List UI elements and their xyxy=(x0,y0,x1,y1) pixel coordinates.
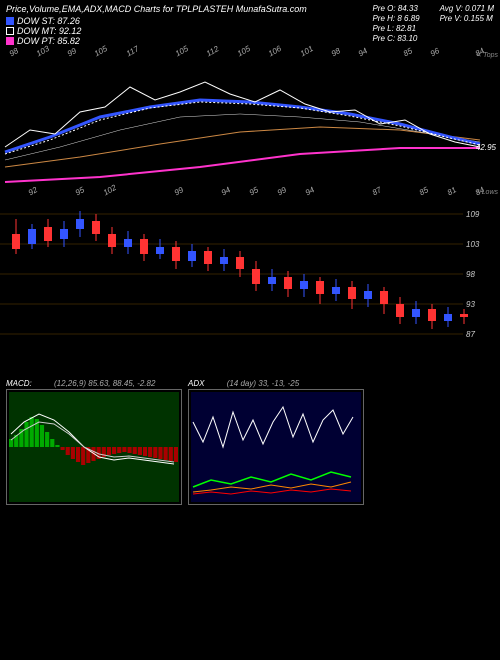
x-tick-label xyxy=(201,190,206,198)
ema-right-tag: < Tops xyxy=(477,52,498,59)
x-tick-label xyxy=(351,190,356,198)
x-tick-label xyxy=(399,190,404,198)
adx-subtitle: (14 day) 33, -13, -25 xyxy=(227,379,299,388)
stat-line: Pre C: 83.10 xyxy=(372,34,419,43)
adx-title-text: ADX xyxy=(188,379,204,388)
candle-x-labels: 9295102999495999487858184 xyxy=(0,189,500,198)
stats-col-right: Avg V: 0.071 MPre V: 0.155 M xyxy=(440,4,494,43)
legend-box-pt xyxy=(6,37,14,45)
svg-text:98: 98 xyxy=(466,270,475,279)
x-tick-label xyxy=(8,190,13,198)
macd-title: MACD: (12,26,9) 85.63, 88.45, -2.82 xyxy=(6,379,182,388)
macd-box xyxy=(6,389,182,505)
ema-last-price: 42.95 xyxy=(476,143,496,152)
svg-text:87: 87 xyxy=(466,330,475,339)
top-stats: Pre O: 84.33Pre H: 8 6.89Pre L: 82.81Pre… xyxy=(372,4,494,43)
ema-chart[interactable] xyxy=(0,52,488,187)
stat-line: Pre L: 82.81 xyxy=(372,24,419,33)
stats-col-left: Pre O: 84.33Pre H: 8 6.89Pre L: 82.81Pre… xyxy=(372,4,419,43)
macd-subtitle: (12,26,9) 85.63, 88.45, -2.82 xyxy=(54,379,155,388)
adx-container: ADX (14 day) 33, -13, -25 xyxy=(188,379,364,505)
stat-line: Pre O: 84.33 xyxy=(372,4,419,13)
legend-label-pt: DOW PT: 85.82 xyxy=(17,36,80,46)
legend-box-mt xyxy=(6,27,14,35)
ema-panel: 98103991051171051121051061019894859684 <… xyxy=(0,52,500,187)
x-tick-label xyxy=(332,190,337,198)
legend-label-mt: DOW MT: 92.12 xyxy=(17,26,81,36)
macd-chart[interactable] xyxy=(9,392,179,502)
x-tick-label xyxy=(456,51,461,59)
svg-text:109: 109 xyxy=(466,210,480,219)
svg-text:103: 103 xyxy=(466,240,480,249)
svg-text:93: 93 xyxy=(466,300,475,309)
indicator-row: MACD: (12,26,9) 85.63, 88.45, -2.82 ADX … xyxy=(0,379,500,505)
x-tick-label xyxy=(384,51,389,59)
ema-x-top-labels: 98103991051171051121051061019894859684 xyxy=(0,50,500,59)
candle-right-tag: < Lows xyxy=(476,189,498,196)
macd-container: MACD: (12,26,9) 85.63, 88.45, -2.82 xyxy=(6,379,182,505)
adx-title: ADX (14 day) 33, -13, -25 xyxy=(188,379,364,388)
stat-line: Avg V: 0.071 M xyxy=(440,4,494,13)
macd-title-text: MACD: xyxy=(6,379,32,388)
x-tick-label xyxy=(135,190,140,198)
adx-chart[interactable] xyxy=(191,392,361,502)
adx-box xyxy=(188,389,364,505)
candle-panel: 9295102999495999487858184 109103989387 <… xyxy=(0,199,500,349)
stat-line: Pre H: 8 6.89 xyxy=(372,14,419,23)
candlestick-chart[interactable]: 109 103 98 93 87 xyxy=(0,199,488,349)
stat-line: Pre V: 0.155 M xyxy=(440,14,494,23)
legend-label-st: DOW ST: 87.26 xyxy=(17,16,80,26)
x-tick-label xyxy=(55,190,60,198)
x-tick-label xyxy=(154,190,159,198)
x-tick-label xyxy=(155,51,160,59)
legend-box-st xyxy=(6,17,14,25)
